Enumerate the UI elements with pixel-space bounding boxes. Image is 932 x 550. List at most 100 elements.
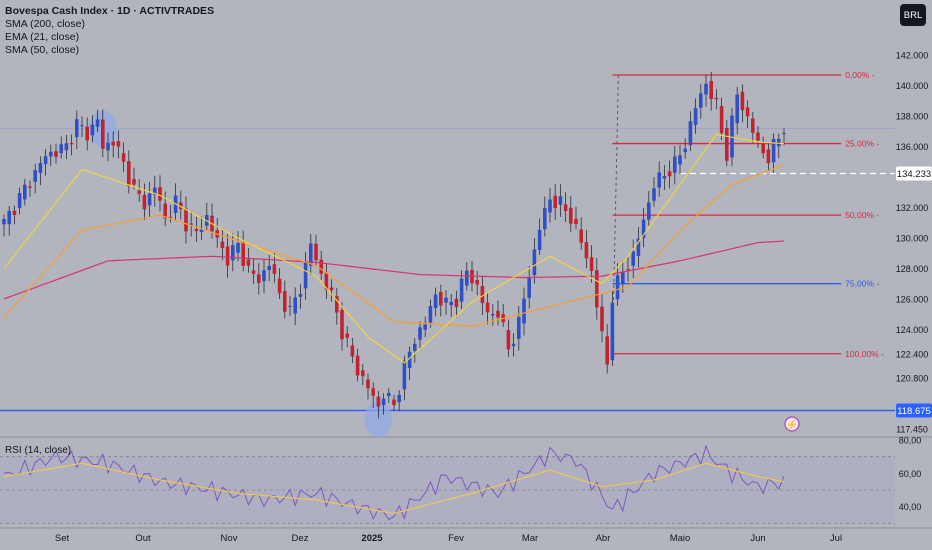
candle-body [127,161,131,187]
time-axis-label: Fev [448,533,464,544]
candle-body [101,119,105,149]
price-tag-label: 134.233 [897,169,931,180]
candle-body [745,107,750,117]
candle-body [75,119,79,138]
candle-body [293,297,297,314]
price-axis-label: 136.000 [896,142,929,152]
candle-body [626,269,630,271]
candle-body [142,194,147,210]
candle-body [532,249,537,276]
candle-body [730,115,734,158]
price-axis-label: 132.000 [896,203,929,213]
candle-body [699,93,703,108]
candle-body [771,138,776,163]
candle-body [631,251,635,266]
rsi-line [3,444,785,521]
candle-body [782,132,786,134]
candle-body [121,153,126,162]
candle-body [2,218,6,225]
candle-body [80,125,84,127]
indicator-sma50[interactable]: SMA (50, close) [5,44,80,56]
candle-body [647,202,651,220]
candle-body [579,229,583,243]
event-marker-icon [784,416,800,432]
candle-body [309,243,313,266]
candle-body [761,142,765,154]
time-axis-label: Nov [221,533,238,544]
price-axis-label: 120.800 [896,374,929,384]
candle-body [220,241,225,249]
candle-body [433,294,438,309]
fib-level-label: 25,00% - [845,139,879,149]
candle-body [548,199,552,213]
candle-body [704,83,708,95]
candle-body [428,306,433,323]
candle-body [335,296,339,313]
candle-body [283,291,287,312]
candle-body [574,218,578,225]
sma50-line [3,164,785,327]
candle-body [324,272,329,290]
candle-body [683,148,687,153]
price-axis-label: 117.450 [896,425,928,435]
candle-body [667,171,672,177]
candle-body [106,142,110,151]
candle-body [522,298,526,324]
candle-body [163,203,167,219]
candle-body [350,345,355,357]
candle-body [158,187,162,201]
sma200-line [3,240,785,300]
indicator-sma200[interactable]: SMA (200, close) [5,18,85,30]
candle-body [194,229,199,232]
candle-body [621,272,625,284]
price-axis-label: 138.000 [896,112,929,122]
candle-body [735,94,739,124]
candle-body [652,188,656,201]
candle-body [418,327,422,340]
rsi-ma-line [3,462,785,514]
candle-body [288,305,292,307]
candle-body [444,297,448,303]
candle-body [569,207,573,224]
candle-body [132,178,136,185]
candle-body [381,398,386,405]
candle-body [766,149,771,164]
candle-body [137,190,141,194]
candle-body [116,141,121,147]
candle-body [449,301,453,306]
fib-level-label: 50,00% - [845,210,879,220]
candle-body [719,106,724,134]
indicator-ema21[interactable]: EMA (21, close) [5,31,80,43]
candle-body [59,144,63,154]
time-axis-label: Abr [596,533,611,544]
candle-body [506,330,511,350]
candle-body [714,97,719,100]
candle-body [147,193,152,206]
candle-body [111,141,115,146]
candle-body [303,261,308,289]
candle-body [371,388,375,396]
time-axis-label: 2025 [361,533,383,544]
candle-body [413,343,417,351]
price-axis-label: 130.000 [896,234,929,244]
candle-body [267,265,271,271]
candle-body [179,202,183,210]
candle-body [454,298,459,307]
candle-body [272,264,277,274]
candle-body [688,121,693,146]
rsi-axis-label: 80,00 [899,436,922,446]
support-price-tag [896,403,932,418]
candle-body [480,286,485,304]
candle-body [553,195,557,209]
candle-body [251,270,256,274]
candle-body [491,313,495,316]
candle-body [725,127,729,161]
candle-body [28,186,32,188]
bottom-highlight [364,401,393,438]
currency-button[interactable]: BRL [900,4,926,26]
ema21-line [3,133,785,364]
candle-body [527,277,531,298]
price-axis-label: 124.000 [896,325,929,335]
candle-body [366,379,370,389]
